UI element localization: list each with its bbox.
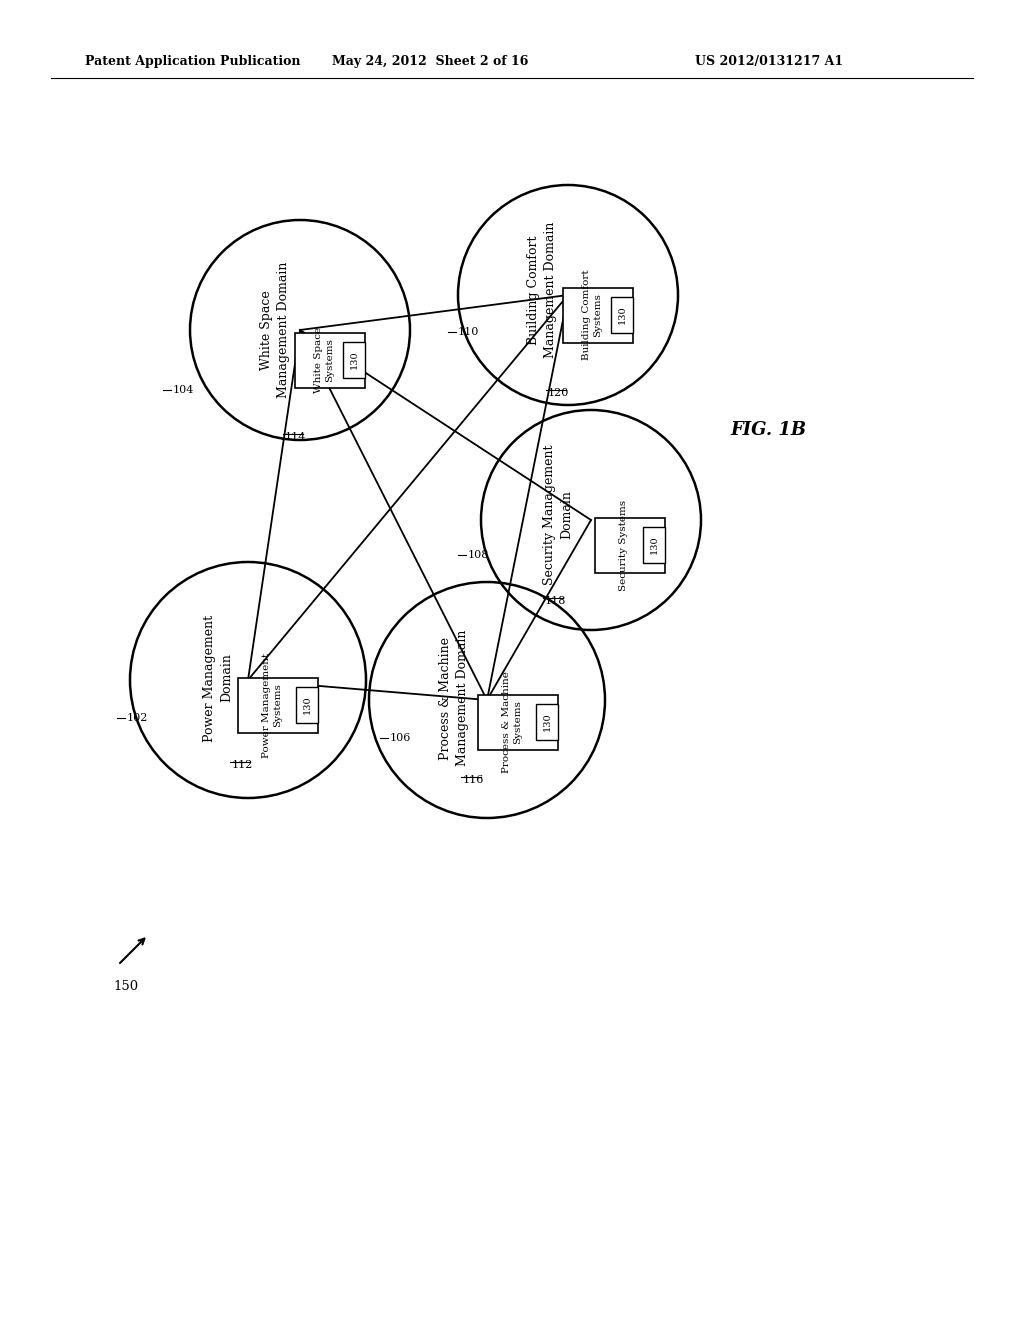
Text: May 24, 2012  Sheet 2 of 16: May 24, 2012 Sheet 2 of 16 [332, 55, 528, 69]
Bar [343, 342, 365, 378]
Text: US 2012/0131217 A1: US 2012/0131217 A1 [695, 55, 843, 69]
Text: 102: 102 [127, 713, 148, 723]
Text: 130: 130 [543, 713, 552, 731]
Text: 112: 112 [232, 760, 253, 770]
Text: White Space
Systems: White Space Systems [314, 327, 334, 393]
Text: 120: 120 [548, 388, 569, 399]
Text: 104: 104 [173, 385, 195, 395]
Bar [536, 704, 558, 741]
Text: FIG. 1B: FIG. 1B [730, 421, 806, 440]
Bar [296, 688, 318, 723]
Text: Building Comfort
Management Domain: Building Comfort Management Domain [527, 222, 557, 358]
Text: 108: 108 [468, 550, 489, 560]
Text: Power Management
Systems: Power Management Systems [262, 652, 282, 758]
Text: Building Comfort
Systems: Building Comfort Systems [583, 269, 602, 360]
Text: 110: 110 [458, 327, 479, 337]
Bar [563, 288, 633, 342]
Text: Security Management
Domain: Security Management Domain [543, 445, 573, 585]
Text: 130: 130 [649, 536, 658, 554]
Text: Security Systems: Security Systems [620, 499, 629, 590]
Text: 130: 130 [617, 306, 627, 325]
Text: 114: 114 [285, 432, 306, 442]
Text: 118: 118 [545, 597, 566, 606]
Text: 150: 150 [113, 979, 138, 993]
Bar [478, 694, 558, 750]
Text: White Space
Management Domain: White Space Management Domain [260, 261, 290, 399]
Bar [238, 677, 318, 733]
Text: Process & Machine
Systems: Process & Machine Systems [503, 671, 521, 774]
Bar [295, 333, 365, 388]
Bar [611, 297, 633, 333]
Text: Process & Machine
Management Domain: Process & Machine Management Domain [439, 630, 469, 766]
Bar [595, 517, 665, 573]
Text: 130: 130 [349, 351, 358, 370]
Text: 116: 116 [463, 775, 484, 785]
Text: 130: 130 [302, 696, 311, 714]
Bar [643, 527, 665, 562]
Text: Power Management
Domain: Power Management Domain [203, 614, 233, 742]
Text: 106: 106 [390, 733, 412, 743]
Text: Patent Application Publication: Patent Application Publication [85, 55, 300, 69]
